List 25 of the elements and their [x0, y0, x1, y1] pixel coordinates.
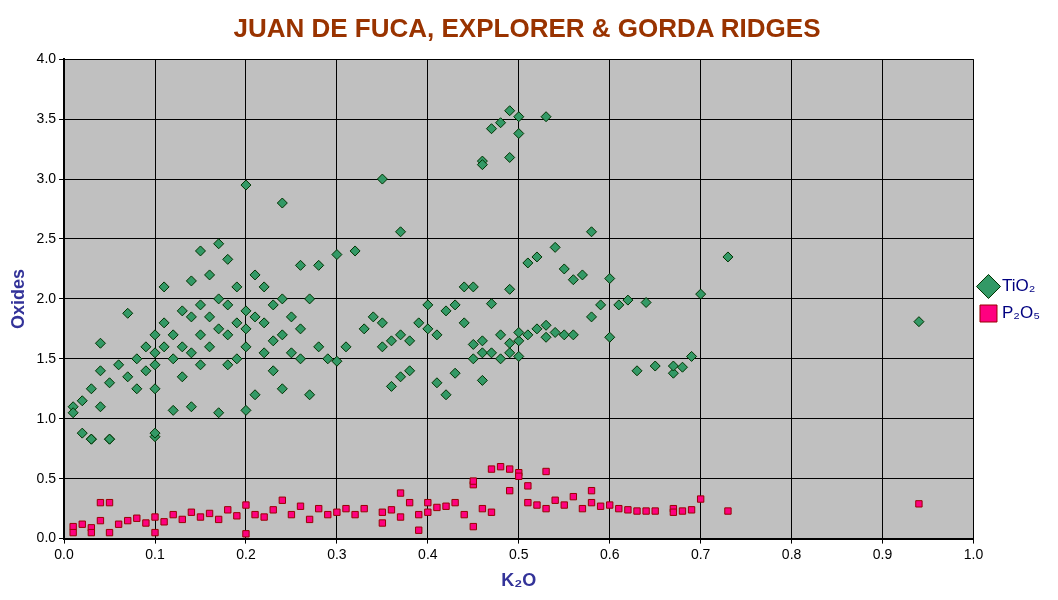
y-tick-label: 4.0	[36, 50, 57, 67]
x-axis-title: K₂O	[501, 570, 537, 591]
x-tick-label: 0.4	[418, 545, 438, 562]
y-tick-label: 1.5	[36, 349, 57, 366]
x-tick-label: 0.6	[599, 545, 620, 562]
x-tick-label: 1.0	[963, 545, 984, 562]
y-tick-label: 1.0	[36, 409, 57, 426]
y-tick-label: 3.0	[36, 169, 57, 186]
x-tick-label: 0.5	[509, 545, 529, 562]
x-tick-label: 0.8	[781, 545, 802, 562]
y-tick-label: 2.5	[36, 229, 57, 246]
x-tick-label: 0.7	[690, 545, 711, 562]
y-tick-label: 0.5	[36, 469, 57, 486]
y-tick-label: 0.0	[36, 529, 57, 546]
x-tick-label: 0.3	[327, 545, 347, 562]
x-tick-label: 0.2	[236, 545, 256, 562]
y-tick-label: 3.5	[36, 109, 57, 126]
legend-label: P₂O₅	[1001, 303, 1041, 323]
x-tick-label: 0.9	[872, 545, 893, 562]
y-tick-label: 2.0	[36, 289, 57, 306]
x-tick-label: 0.1	[145, 545, 165, 562]
x-tick-label: 0.0	[54, 545, 74, 562]
legend-label: TiO₂	[1001, 276, 1036, 296]
chart-title: JUAN DE FUCA, EXPLORER & GORDA RIDGES	[233, 12, 821, 43]
y-axis-title: Oxides	[7, 268, 28, 329]
